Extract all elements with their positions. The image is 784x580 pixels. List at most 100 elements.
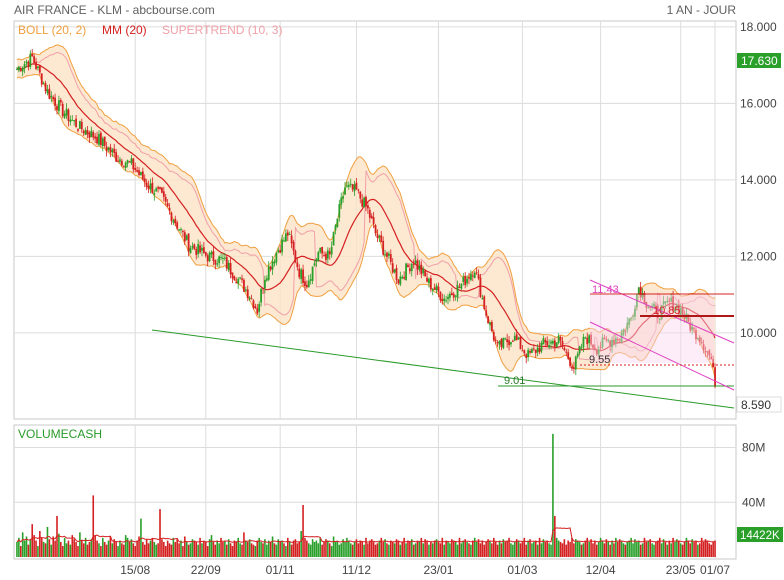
chart-period: 1 AN - JOUR (667, 3, 737, 17)
volume-bar (107, 540, 110, 557)
candle-body (687, 314, 690, 322)
volume-bar (418, 541, 421, 557)
candle-body (429, 278, 432, 290)
bollinger-upper (16, 44, 716, 339)
volume-bar (643, 537, 646, 557)
candle-body (557, 336, 560, 343)
volume-bar (16, 541, 18, 557)
volume-bar (557, 540, 560, 557)
candle-body (27, 61, 30, 66)
candle-body (653, 303, 655, 307)
volume-bar (164, 546, 167, 557)
candle-body (677, 304, 680, 315)
volume-bar (342, 539, 344, 557)
volume-bar (622, 543, 625, 557)
volume-bar (647, 540, 650, 557)
supertrend-path (35, 51, 716, 361)
candle-body (517, 337, 520, 339)
candle-body (382, 240, 385, 255)
candle-body (258, 304, 261, 312)
candle-body (199, 245, 201, 253)
candle-body (372, 217, 375, 224)
candle-body (170, 212, 173, 222)
legend-ma: MM (20) (102, 23, 147, 37)
candle-body (269, 266, 272, 270)
candle-body (643, 293, 646, 304)
volume-bar (325, 539, 327, 557)
volume-bar (605, 539, 608, 557)
candle-body (609, 340, 612, 346)
volume-average-line (16, 527, 715, 543)
candle-body (290, 235, 293, 244)
candle-body (458, 286, 461, 288)
candle-body (693, 327, 695, 329)
volume-bar (611, 540, 613, 557)
volume-bar (454, 541, 457, 557)
volume-bar (306, 540, 308, 557)
candle-body (361, 199, 364, 207)
candle-body (202, 247, 205, 253)
candle-body (349, 183, 352, 185)
candle-body (155, 188, 158, 192)
volume-bar (23, 540, 26, 557)
candle-body (655, 305, 657, 307)
candle-body (548, 345, 551, 348)
volume-bar (410, 539, 413, 557)
volume-bar (269, 541, 272, 557)
candle-body (527, 350, 530, 358)
volume-bar (706, 540, 709, 557)
candle-body (244, 289, 247, 291)
candle-body (61, 103, 64, 117)
candle-body (668, 300, 671, 302)
volume-bar (561, 543, 564, 557)
volume-bar (285, 546, 287, 557)
candle-body (307, 280, 310, 288)
candle-body (353, 184, 356, 192)
candle-body (38, 65, 41, 73)
volume-bar (132, 543, 135, 557)
volume-bar (382, 541, 384, 557)
volume-bar (504, 541, 507, 557)
candle-body (367, 205, 369, 209)
volume-bar (96, 540, 98, 557)
candle-body (262, 288, 264, 290)
volume-bar (426, 540, 428, 557)
candle-body (25, 61, 28, 64)
price-annotation-label: 11.43 (592, 284, 619, 296)
volume-bar (113, 539, 116, 557)
candle-body (23, 63, 26, 69)
volume-bar (636, 541, 638, 557)
candle-body (599, 346, 602, 348)
volume-bar (681, 544, 684, 557)
volume-bar (359, 540, 362, 557)
candle-body (48, 88, 51, 99)
volume-bar (288, 541, 291, 557)
volume-bar (163, 541, 165, 557)
candle-body (618, 339, 621, 341)
volume-bar (239, 543, 241, 557)
candle-body (641, 292, 644, 298)
volume-bar (613, 543, 615, 557)
candle-body (185, 235, 188, 240)
volume-bar (548, 543, 550, 557)
volume-bar (313, 541, 316, 557)
volume-bar (582, 543, 585, 557)
volume-bar (559, 541, 562, 557)
volume-bar (199, 537, 201, 557)
candle-body (445, 300, 448, 302)
volume-bar (105, 544, 108, 557)
candle-body (580, 347, 583, 349)
volume-bar (317, 543, 320, 557)
volume-bar (180, 540, 182, 557)
candle-body (666, 300, 669, 302)
price-tick-label: 16.000 (740, 96, 777, 110)
candle-body (225, 257, 228, 269)
volume-bar (206, 546, 209, 557)
volume-bar (216, 540, 219, 557)
candle-body (624, 330, 627, 332)
volume-bar (149, 540, 152, 557)
volume-bar (182, 546, 184, 557)
candle-body (567, 352, 570, 359)
candle-body (292, 241, 295, 251)
candle-body (166, 203, 169, 207)
